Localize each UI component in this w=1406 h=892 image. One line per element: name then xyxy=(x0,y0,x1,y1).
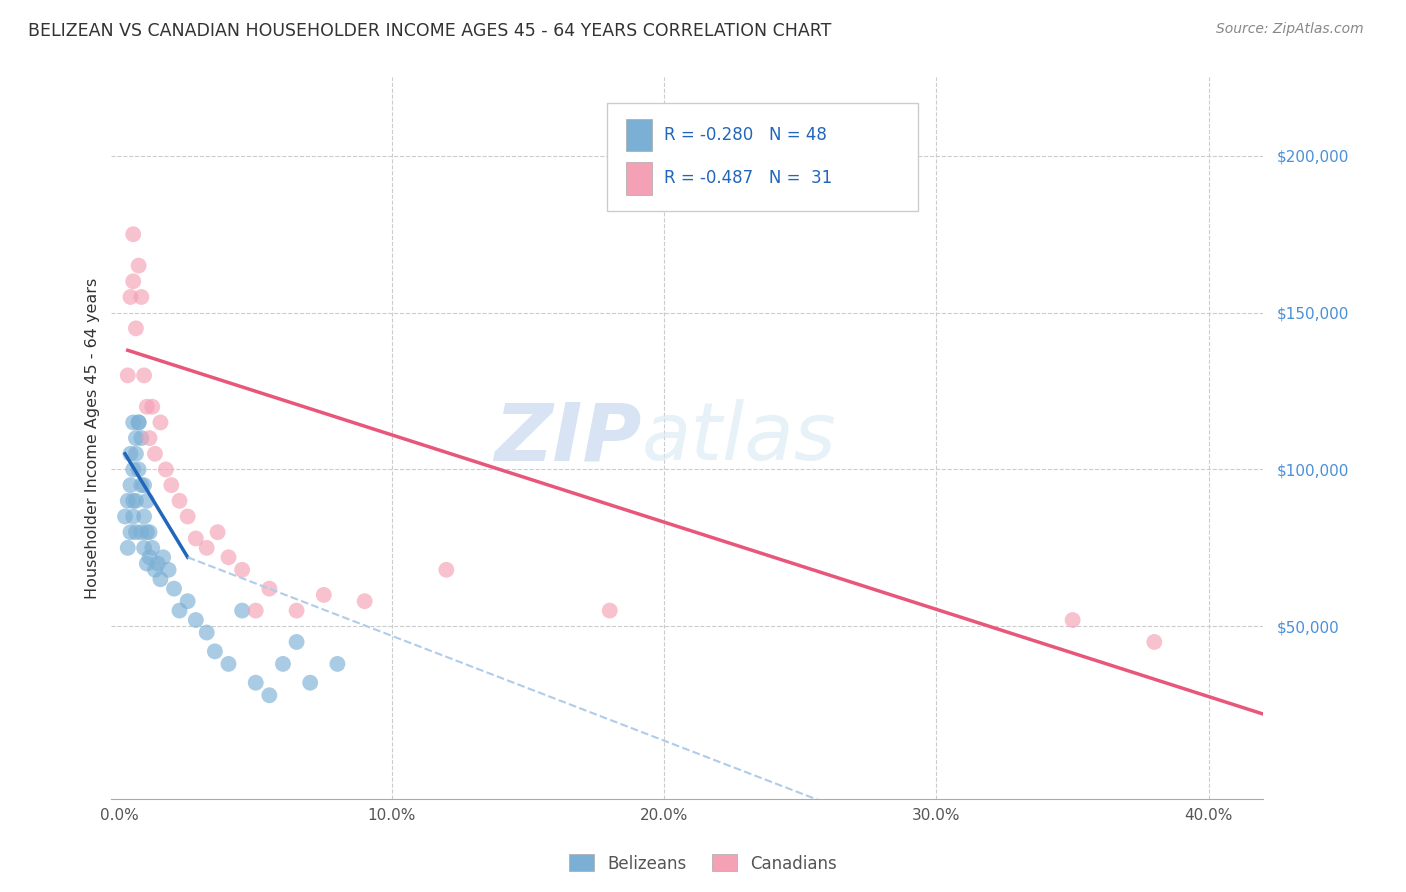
Point xyxy=(231,604,253,618)
Point xyxy=(132,541,155,555)
Point xyxy=(160,478,183,492)
Point xyxy=(114,509,136,524)
Point xyxy=(204,644,226,658)
Point xyxy=(122,509,145,524)
Point xyxy=(120,447,142,461)
Point xyxy=(125,525,148,540)
Point xyxy=(245,604,267,618)
Point xyxy=(131,290,153,304)
FancyBboxPatch shape xyxy=(626,162,651,194)
Point xyxy=(120,525,142,540)
Point xyxy=(122,227,145,242)
Text: atlas: atlas xyxy=(641,399,837,477)
Point xyxy=(299,675,322,690)
Point xyxy=(131,431,153,445)
Point xyxy=(143,447,166,461)
Point xyxy=(326,657,349,671)
Text: Source: ZipAtlas.com: Source: ZipAtlas.com xyxy=(1216,22,1364,37)
Point xyxy=(135,525,157,540)
Point xyxy=(120,290,142,304)
Text: ZIP: ZIP xyxy=(494,399,641,477)
Point xyxy=(169,493,191,508)
Y-axis label: Householder Income Ages 45 - 64 years: Householder Income Ages 45 - 64 years xyxy=(86,277,100,599)
FancyBboxPatch shape xyxy=(607,103,918,211)
Point xyxy=(138,550,160,565)
Point xyxy=(149,416,172,430)
Point xyxy=(285,635,308,649)
Point xyxy=(312,588,335,602)
Point xyxy=(131,478,153,492)
FancyBboxPatch shape xyxy=(626,119,651,152)
Point xyxy=(135,493,157,508)
Point xyxy=(135,400,157,414)
Point xyxy=(135,557,157,571)
Point xyxy=(122,462,145,476)
Point xyxy=(245,675,267,690)
Point xyxy=(128,462,150,476)
Point xyxy=(218,550,240,565)
Point xyxy=(207,525,229,540)
Point xyxy=(218,657,240,671)
Point xyxy=(176,509,198,524)
Point xyxy=(125,431,148,445)
Point xyxy=(128,416,150,430)
Point xyxy=(122,416,145,430)
Point xyxy=(125,321,148,335)
Point xyxy=(259,582,281,596)
Legend: Belizeans, Canadians: Belizeans, Canadians xyxy=(562,847,844,880)
Point xyxy=(271,657,294,671)
Point xyxy=(285,604,308,618)
Point xyxy=(117,368,139,383)
Point xyxy=(149,572,172,586)
Point xyxy=(155,462,177,476)
Point xyxy=(120,478,142,492)
Point xyxy=(157,563,180,577)
Point xyxy=(125,447,148,461)
Point xyxy=(122,493,145,508)
Text: R = -0.280   N = 48: R = -0.280 N = 48 xyxy=(664,126,827,145)
Point xyxy=(117,541,139,555)
Point xyxy=(122,274,145,288)
Point xyxy=(141,541,163,555)
Text: R = -0.487   N =  31: R = -0.487 N = 31 xyxy=(664,169,832,187)
Point xyxy=(132,509,155,524)
Point xyxy=(195,541,218,555)
Point xyxy=(131,525,153,540)
Point xyxy=(169,604,191,618)
Point xyxy=(353,594,375,608)
Point xyxy=(128,259,150,273)
Point xyxy=(143,563,166,577)
Point xyxy=(163,582,186,596)
Point xyxy=(259,688,281,702)
Point xyxy=(1062,613,1084,627)
Point xyxy=(128,416,150,430)
Point xyxy=(152,550,174,565)
Point xyxy=(138,431,160,445)
Point xyxy=(146,557,169,571)
Point xyxy=(599,604,621,618)
Point xyxy=(184,613,207,627)
Point xyxy=(176,594,198,608)
Point xyxy=(195,625,218,640)
Point xyxy=(132,368,155,383)
Point xyxy=(125,493,148,508)
Point xyxy=(138,525,160,540)
Text: BELIZEAN VS CANADIAN HOUSEHOLDER INCOME AGES 45 - 64 YEARS CORRELATION CHART: BELIZEAN VS CANADIAN HOUSEHOLDER INCOME … xyxy=(28,22,831,40)
Point xyxy=(184,532,207,546)
Point xyxy=(141,400,163,414)
Point xyxy=(132,478,155,492)
Point xyxy=(231,563,253,577)
Point xyxy=(117,493,139,508)
Point xyxy=(1143,635,1166,649)
Point xyxy=(434,563,457,577)
